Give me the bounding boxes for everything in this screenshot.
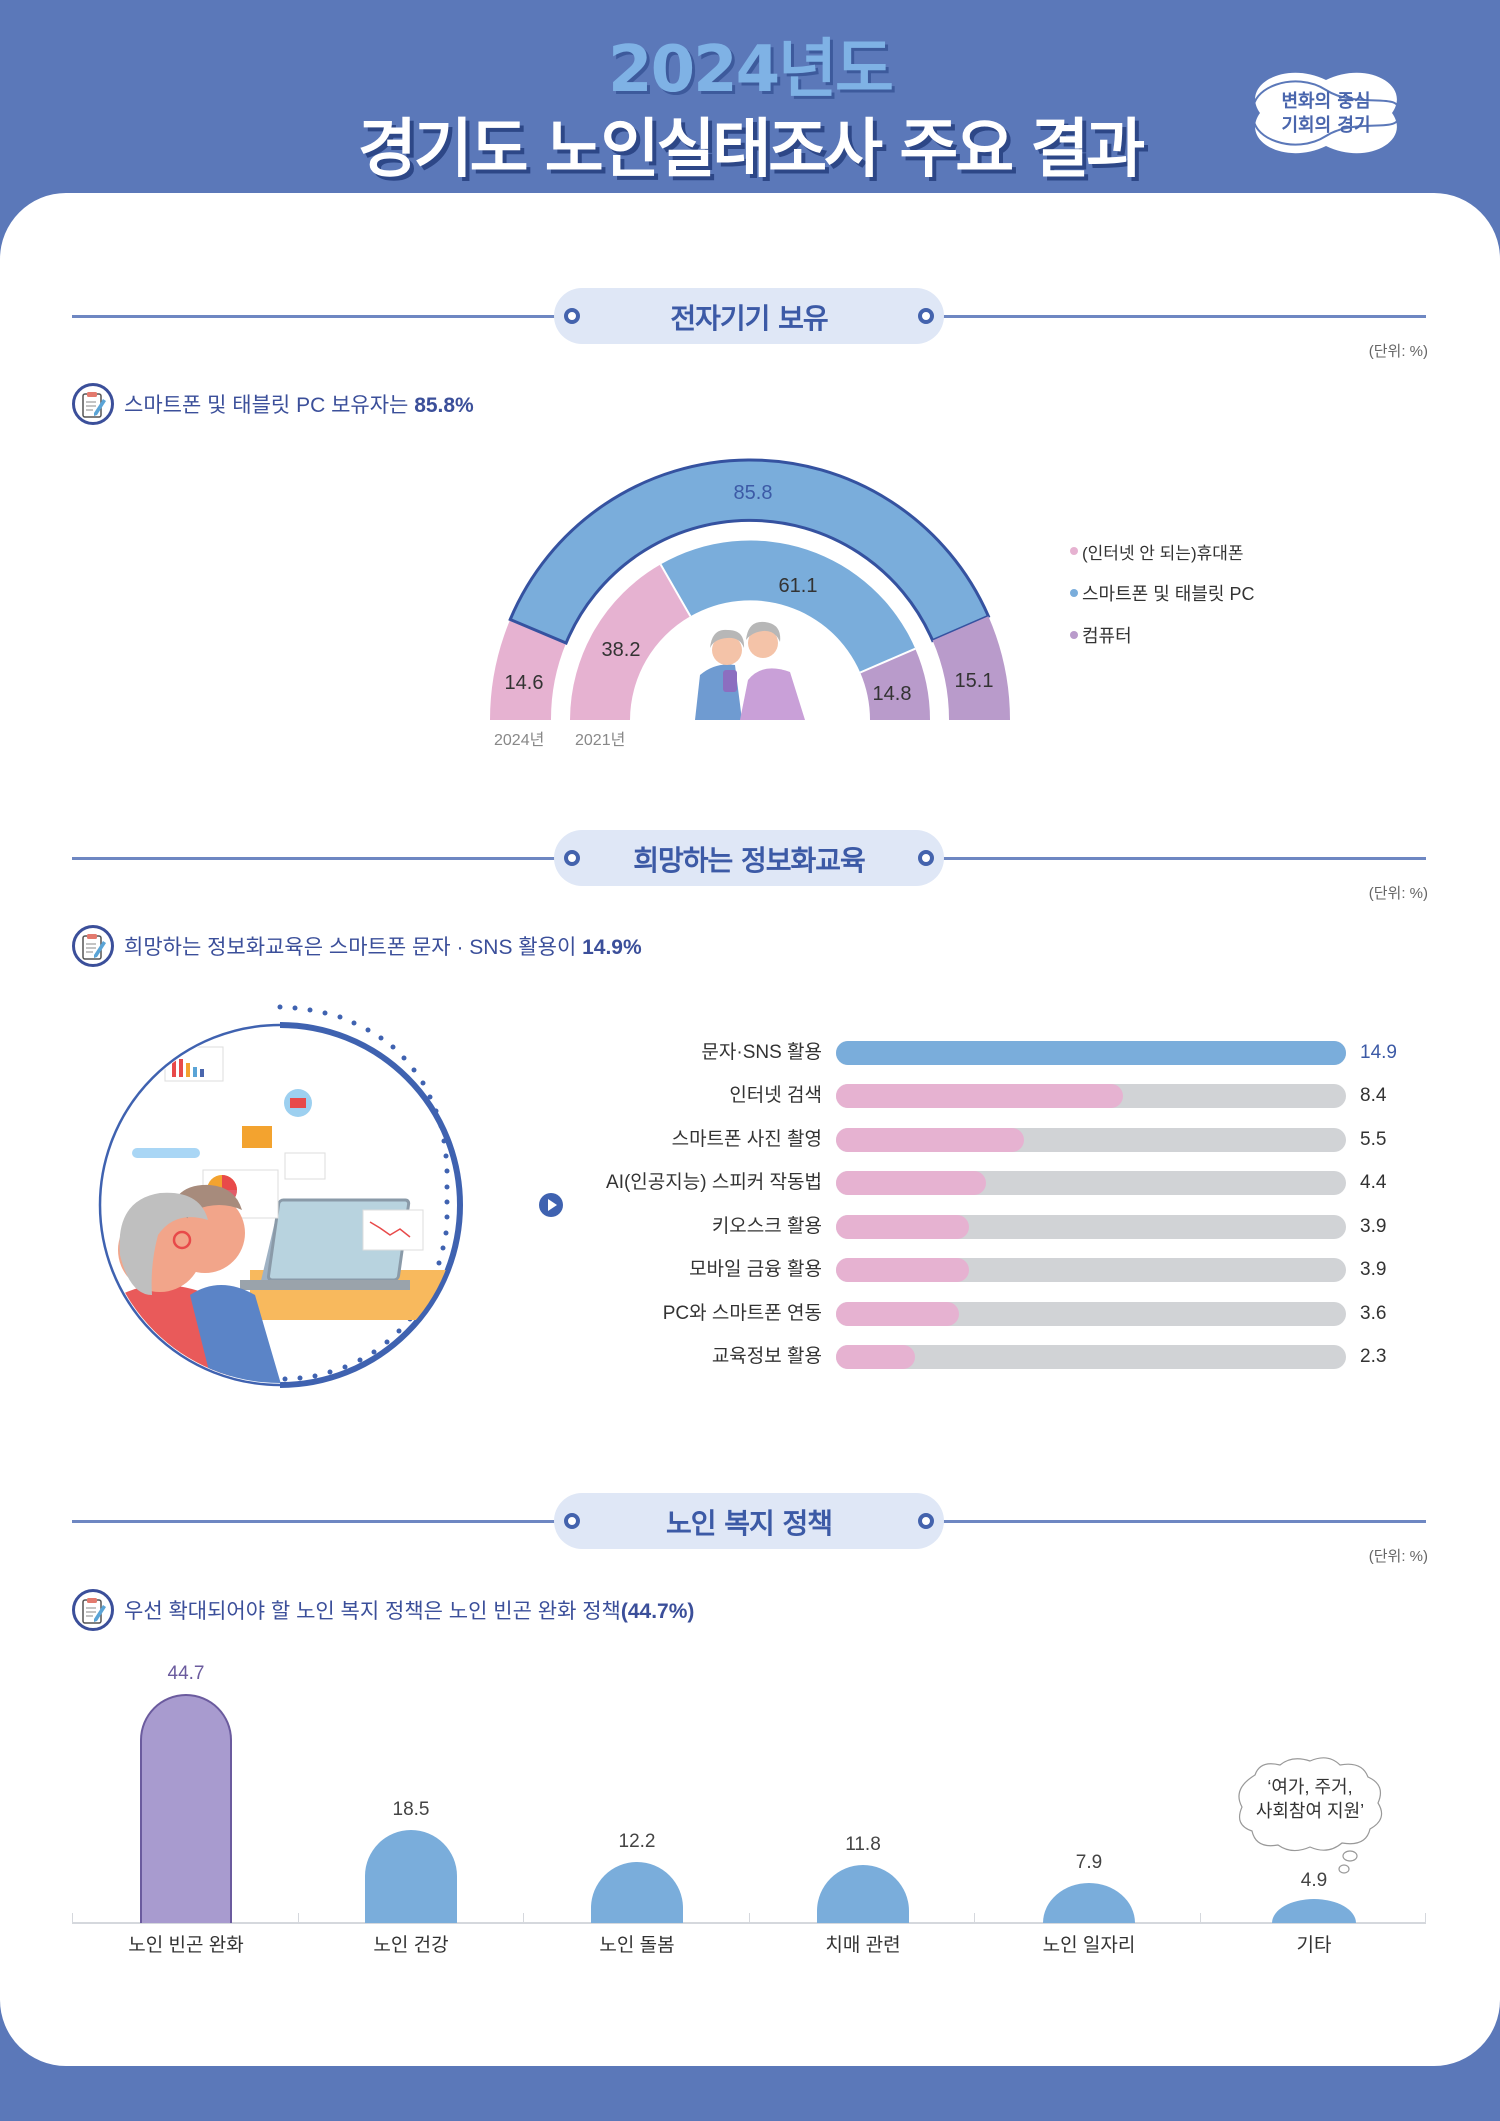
bar-fill bbox=[836, 1128, 1024, 1152]
hbar-row: 교육정보 활용 2.3 bbox=[711, 1345, 1387, 1369]
summary-devices: 스마트폰 및 태블릿 PC 보유자는 85.8% bbox=[72, 382, 474, 426]
summary-welfare: 우선 확대되어야 할 노인 복지 정책은 노인 빈곤 완화 정책(44.7%) bbox=[72, 1588, 694, 1632]
clipboard-icon bbox=[72, 925, 114, 967]
dot-icon bbox=[918, 308, 934, 324]
gauge-2021-smartphone bbox=[660, 540, 916, 673]
seniors-laptop-illustration bbox=[98, 1004, 463, 1388]
dot-icon bbox=[564, 308, 580, 324]
hbar-row: PC와 스마트폰 연동 3.6 bbox=[662, 1302, 1387, 1326]
axis-tick bbox=[974, 1913, 975, 1923]
page-title: 경기도 노인실태조사 주요 결과 bbox=[357, 113, 1145, 187]
gauge-value-2021-smartphone: 61.1 bbox=[778, 575, 818, 597]
gauge-2024-smartphone bbox=[508, 458, 991, 645]
section-title: 노인 복지 정책 bbox=[665, 1507, 833, 1540]
bar-track bbox=[836, 1302, 1346, 1326]
bar-track bbox=[836, 1128, 1346, 1152]
cloud-logo-icon bbox=[1252, 72, 1400, 154]
axis-tick bbox=[1425, 1913, 1426, 1923]
gauge-value-2024-computer: 15.1 bbox=[954, 670, 994, 692]
year-label-2024: 2024년 bbox=[494, 732, 545, 749]
bar-fill bbox=[836, 1171, 986, 1195]
header: 2024년도 경기도 노인실태조사 주요 결과 변화의 중심 기회의 경기 bbox=[0, 0, 1500, 193]
gauge-value-2024-smartphone: 85.8 bbox=[733, 482, 773, 504]
dot-icon bbox=[918, 850, 934, 866]
hbar-row: AI(인공지능) 스피커 작동법 4.4 bbox=[606, 1171, 1387, 1195]
legend-item-smartphone: 스마트폰 및 태블릿 PC bbox=[1070, 572, 1255, 614]
hbar-row: 키오스크 활용 3.9 bbox=[711, 1215, 1387, 1239]
bar-track bbox=[836, 1215, 1346, 1239]
summary-education: 희망하는 정보화교육은 스마트폰 문자 · SNS 활용이 14.9% bbox=[72, 924, 642, 968]
gauge-value-2021-phone: 38.2 bbox=[601, 639, 641, 661]
bar-poverty bbox=[140, 1694, 232, 1923]
bar-track bbox=[836, 1084, 1346, 1108]
hbar-row: 인터넷 검색 8.4 bbox=[729, 1084, 1387, 1108]
title-year: 2024년도 bbox=[608, 33, 894, 107]
hbar-row: 문자·SNS 활용 14.9 bbox=[701, 1041, 1397, 1065]
section-pill: 희망하는 정보화교육 bbox=[554, 830, 944, 886]
gyeonggi-logo: 변화의 중심 기회의 경기 bbox=[1240, 60, 1412, 166]
bar-fill bbox=[836, 1345, 915, 1369]
dot-icon bbox=[564, 850, 580, 866]
axis-tick bbox=[749, 1913, 750, 1923]
seniors-phone-illustration bbox=[695, 621, 805, 720]
legend-dot-icon bbox=[1070, 631, 1078, 639]
gauge-2021-computer bbox=[860, 648, 930, 720]
section-title: 전자기기 보유 bbox=[670, 302, 828, 335]
bar-fill bbox=[836, 1215, 969, 1239]
section-pill: 전자기기 보유 bbox=[554, 288, 944, 344]
gauge-value-2021-computer: 14.8 bbox=[872, 683, 912, 705]
year-label-2021: 2021년 bbox=[575, 732, 626, 749]
note-bubble: ‘여가, 주거, 사회참여 지원’ bbox=[1230, 1755, 1390, 1874]
bar-fill bbox=[836, 1084, 1123, 1108]
axis-tick bbox=[72, 1913, 73, 1923]
section-header-education: 희망하는 정보화교육 bbox=[72, 830, 1426, 886]
summary-text: 스마트폰 및 태블릿 PC 보유자는 85.8% bbox=[124, 394, 474, 417]
bar-track bbox=[836, 1258, 1346, 1282]
unit-label: (단위: %) bbox=[1368, 1548, 1428, 1565]
legend-dot-icon bbox=[1070, 547, 1078, 555]
axis-tick bbox=[1200, 1913, 1201, 1923]
play-arrow-icon bbox=[539, 1193, 563, 1217]
gauge-2024-computer bbox=[932, 616, 1010, 720]
bar-health bbox=[365, 1830, 457, 1923]
section-header-devices: 전자기기 보유 bbox=[72, 288, 1426, 344]
hbar-row: 모바일 금융 활용 3.9 bbox=[689, 1258, 1387, 1282]
x-axis bbox=[72, 1922, 1426, 1924]
gauge-2024-phone bbox=[489, 619, 567, 720]
bar-fill bbox=[836, 1302, 959, 1326]
gauge-legend: (인터넷 안 되는)휴대폰 스마트폰 및 태블릿 PC 컴퓨터 bbox=[1070, 530, 1255, 656]
dot-icon bbox=[564, 1513, 580, 1529]
logo-text: 변화의 중심 기회의 경기 bbox=[1281, 91, 1371, 136]
bar-fill bbox=[836, 1041, 1346, 1065]
legend-item-computer: 컴퓨터 bbox=[1070, 614, 1255, 656]
unit-label: (단위: %) bbox=[1368, 885, 1428, 902]
section-title: 희망하는 정보화교육 bbox=[633, 844, 866, 877]
legend-dot-icon bbox=[1070, 589, 1078, 597]
gauge-value-2024-phone: 14.6 bbox=[504, 672, 544, 694]
gauge-2021-phone bbox=[570, 564, 691, 720]
bar-track bbox=[836, 1345, 1346, 1369]
device-gauge-chart bbox=[489, 458, 1010, 720]
thought-cloud-icon bbox=[1238, 1757, 1383, 1874]
legend-item-phone: (인터넷 안 되는)휴대폰 bbox=[1070, 530, 1255, 572]
bar-track bbox=[836, 1041, 1346, 1065]
summary-text: 희망하는 정보화교육은 스마트폰 문자 · SNS 활용이 14.9% bbox=[124, 936, 642, 959]
section-pill: 노인 복지 정책 bbox=[554, 1493, 944, 1549]
clipboard-icon bbox=[72, 1589, 114, 1631]
bar-fill bbox=[836, 1258, 969, 1282]
hbar-row: 스마트폰 사진 촬영 5.5 bbox=[671, 1128, 1387, 1152]
axis-tick bbox=[523, 1913, 524, 1923]
note-text: ‘여가, 주거, 사회참여 지원’ bbox=[1255, 1777, 1365, 1821]
summary-text: 우선 확대되어야 할 노인 복지 정책은 노인 빈곤 완화 정책(44.7%) bbox=[124, 1600, 695, 1623]
dot-icon bbox=[918, 1513, 934, 1529]
bar-track bbox=[836, 1171, 1346, 1195]
clipboard-icon bbox=[72, 383, 114, 425]
section-header-welfare: 노인 복지 정책 bbox=[72, 1493, 1426, 1549]
unit-label: (단위: %) bbox=[1368, 343, 1428, 360]
axis-tick bbox=[298, 1913, 299, 1923]
